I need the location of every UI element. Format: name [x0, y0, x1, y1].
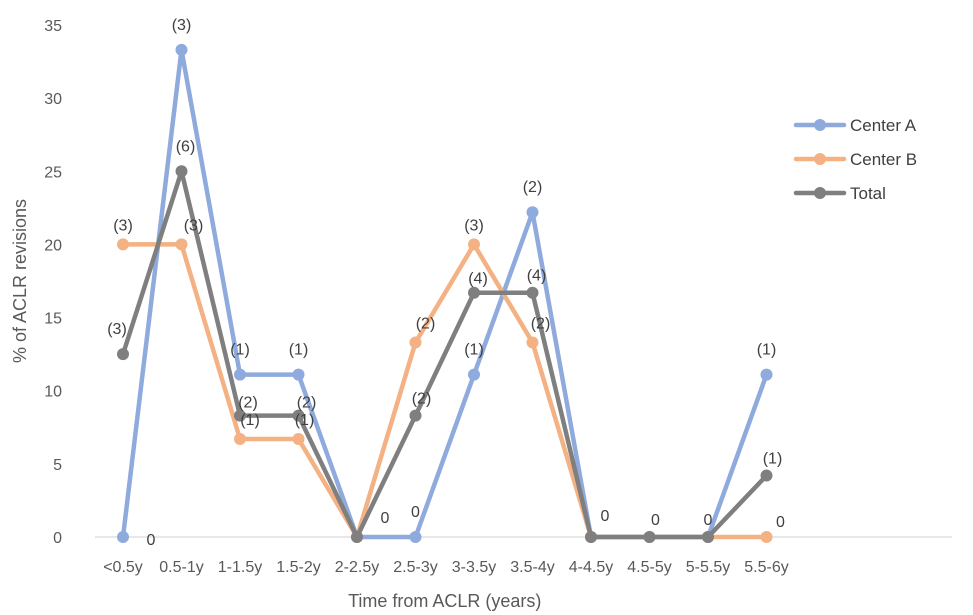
- axes: 0 5 10 15 20 25 30 35 <0.5y 0.5-1y 1-1.5y 1.5-2y 2-2…: [44, 18, 952, 576]
- y-tick-label: 15: [44, 311, 62, 328]
- y-tick-label: 30: [44, 91, 62, 108]
- data-point: [409, 336, 422, 349]
- x-tick-label: 4.5-5y: [627, 559, 671, 576]
- data-label: (3): [464, 217, 484, 234]
- data-label: (3): [113, 217, 133, 234]
- x-tick-label: 5.5-6y: [744, 559, 788, 576]
- legend-label: Center B: [850, 150, 917, 169]
- data-point: [117, 238, 129, 251]
- legend-label: Total: [850, 184, 886, 203]
- data-point: [175, 238, 188, 251]
- data-point: [468, 238, 480, 251]
- series-line: [120, 169, 769, 540]
- series-lines: [117, 43, 773, 543]
- data-point: [234, 368, 246, 381]
- data-point: [175, 43, 188, 56]
- x-tick-label: <0.5y: [103, 559, 143, 576]
- x-tick-label: 2-2.5y: [335, 559, 379, 576]
- series-total: [117, 165, 773, 543]
- x-tick-label: 3-3.5y: [452, 559, 496, 576]
- y-tick-label: 25: [44, 164, 62, 181]
- data-point: [526, 336, 539, 349]
- data-point: [526, 206, 539, 219]
- data-point: [175, 165, 188, 178]
- data-point: [760, 368, 773, 381]
- data-point: [760, 469, 773, 482]
- legend-entry: Center A: [793, 116, 917, 135]
- x-axis-title: Time from ACLR (years): [348, 591, 541, 611]
- data-point: [117, 348, 129, 361]
- legend: Center A Center B Total: [793, 116, 917, 203]
- data-label: (1): [464, 342, 484, 359]
- data-point: [351, 531, 363, 543]
- y-tick-label: 10: [44, 384, 62, 401]
- data-point: [234, 409, 246, 422]
- data-label: (2): [297, 395, 317, 412]
- data-label: 0: [651, 512, 660, 529]
- data-label: 0: [704, 512, 713, 529]
- data-point: [526, 286, 539, 299]
- data-label: (2): [412, 391, 432, 408]
- data-label: 0: [776, 514, 785, 531]
- x-tick-label: 0.5-1y: [159, 559, 203, 576]
- data-label: (2): [523, 179, 543, 196]
- x-tick-label: 1-1.5y: [218, 559, 262, 576]
- series-line: [120, 242, 769, 540]
- data-point: [292, 409, 305, 422]
- x-tick-label: 5-5.5y: [686, 559, 730, 576]
- x-tick-label: 1.5-2y: [276, 559, 320, 576]
- data-label: (1): [289, 342, 309, 359]
- data-label: (4): [527, 268, 547, 285]
- data-label: (2): [238, 395, 258, 412]
- x-tick-label: 4-4.5y: [569, 559, 613, 576]
- data-point: [468, 368, 480, 381]
- data-label: (3): [172, 17, 192, 34]
- data-point: [643, 531, 656, 543]
- data-label: (1): [763, 451, 783, 468]
- data-label: (1): [240, 412, 260, 429]
- data-point: [585, 531, 597, 543]
- data-label: (2): [416, 315, 436, 332]
- data-point: [468, 286, 480, 299]
- y-tick-label: 5: [53, 457, 62, 474]
- x-tick-label: 2.5-3y: [393, 559, 437, 576]
- legend-swatch-marker: [814, 187, 826, 199]
- data-label: (2): [531, 315, 551, 332]
- data-label: (1): [757, 342, 777, 359]
- data-point: [760, 531, 773, 543]
- data-point: [702, 531, 714, 543]
- data-label: (1): [295, 412, 315, 429]
- data-label: (3): [107, 321, 127, 338]
- data-label: (6): [176, 138, 196, 155]
- y-tick-label: 0: [53, 530, 62, 547]
- legend-entry: Total: [793, 184, 886, 203]
- data-point: [409, 531, 422, 543]
- y-tick-label: 35: [44, 18, 62, 35]
- y-axis-title: % of ACLR revisions: [10, 199, 30, 363]
- x-tick-label: 3.5-4y: [510, 559, 554, 576]
- data-point: [292, 368, 305, 381]
- legend-label: Center A: [850, 116, 917, 135]
- data-point: [117, 531, 129, 543]
- data-label: (1): [230, 342, 250, 359]
- data-label: (4): [468, 271, 488, 288]
- data-label: (3): [184, 217, 204, 234]
- legend-swatch-marker: [814, 119, 826, 131]
- data-point: [292, 432, 305, 445]
- legend-swatch-marker: [814, 153, 826, 165]
- data-labels: 0(3)(1) (1)0 0(1)(2)0 0 0(1)(3) (3)(1) (1)(2)(…: [107, 17, 785, 549]
- data-label: 0: [381, 510, 390, 527]
- data-label: 0: [147, 532, 156, 549]
- y-tick-label: 20: [44, 237, 62, 254]
- data-point: [409, 409, 422, 422]
- series-center-b: [117, 238, 773, 543]
- legend-entry: Center B: [793, 150, 917, 169]
- data-label: 0: [601, 508, 610, 525]
- data-label: 0: [411, 504, 420, 521]
- data-point: [234, 432, 246, 445]
